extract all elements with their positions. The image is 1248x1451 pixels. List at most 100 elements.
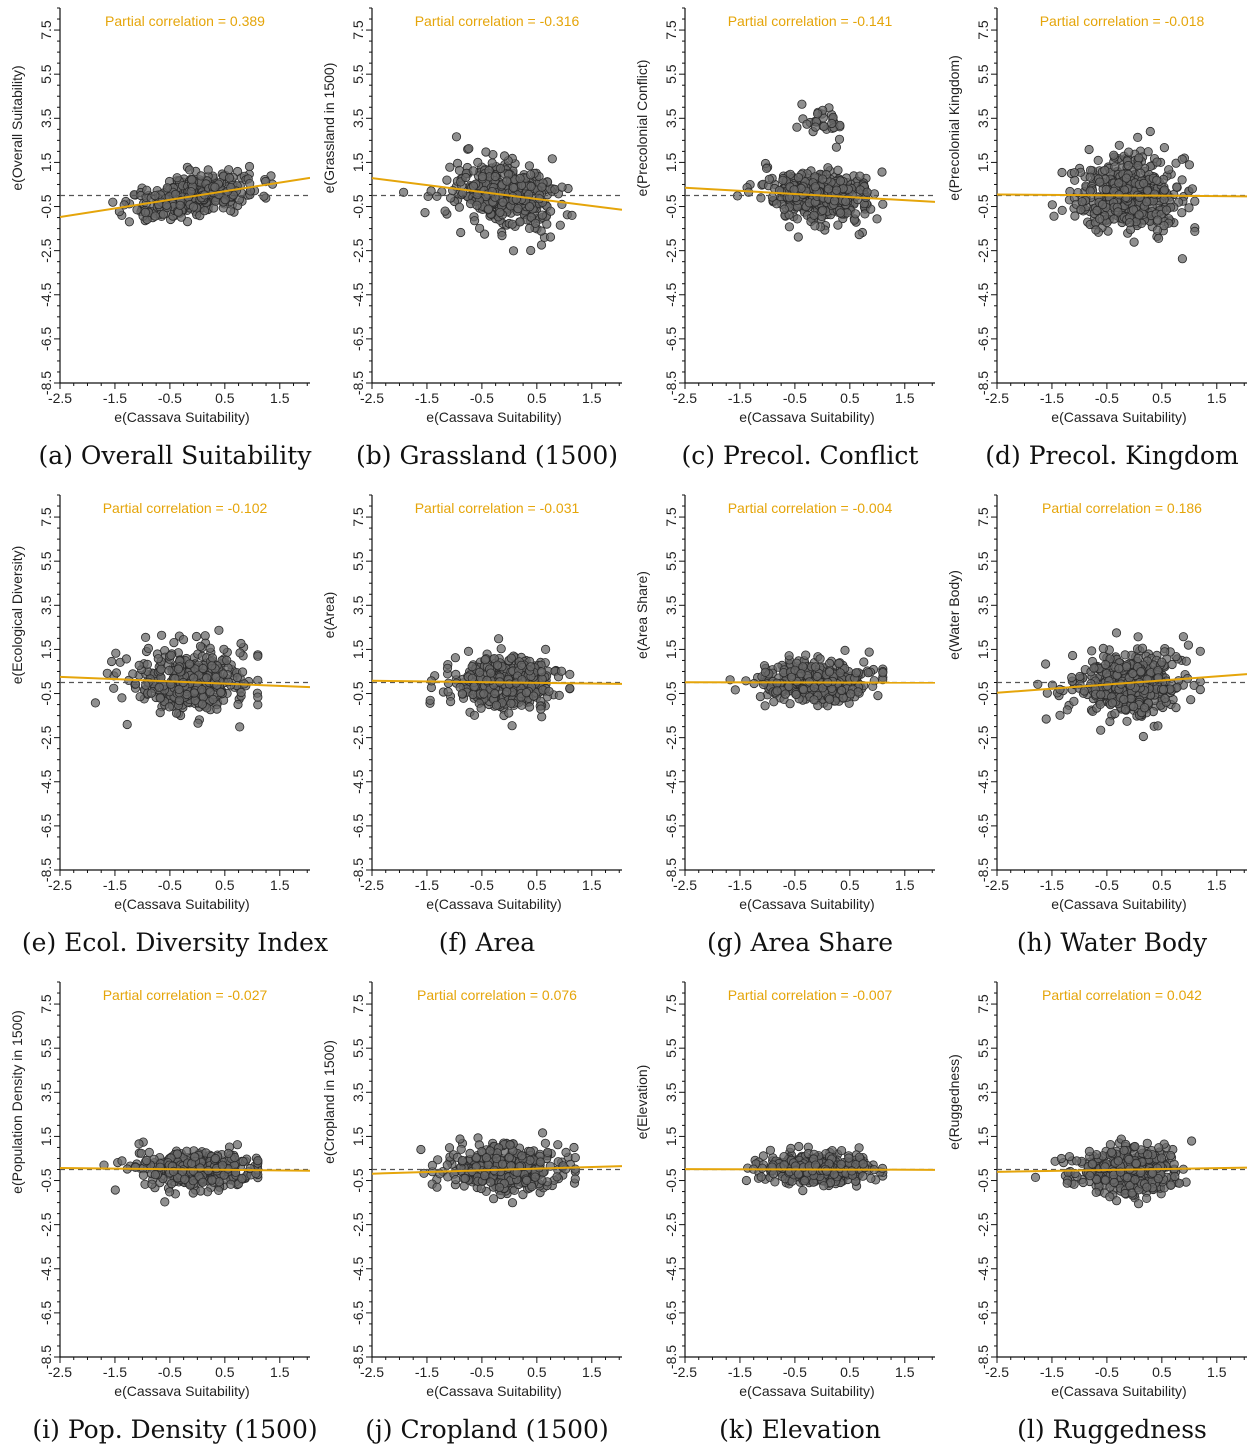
y-tick-label: -0.5 xyxy=(350,681,366,705)
data-point xyxy=(479,229,490,239)
data-point xyxy=(1142,197,1152,207)
data-point xyxy=(157,630,167,640)
data-point xyxy=(779,204,789,214)
data-point xyxy=(565,683,575,693)
data-point xyxy=(207,661,217,671)
y-tick-label: -8.5 xyxy=(663,858,679,882)
data-point xyxy=(456,1144,466,1154)
y-tick-label: -2.5 xyxy=(663,238,679,262)
data-point xyxy=(1158,684,1169,695)
points-group xyxy=(398,132,577,256)
data-point xyxy=(810,122,821,132)
y-tick-label: 3.5 xyxy=(38,1082,54,1102)
y-tick-label: 5.5 xyxy=(350,1038,366,1058)
x-tick-label: 1.5 xyxy=(895,390,915,406)
data-point xyxy=(143,643,153,654)
y-tick-label: -6.5 xyxy=(38,327,54,351)
data-point xyxy=(1057,205,1067,215)
data-point xyxy=(529,691,539,701)
data-point xyxy=(235,722,245,732)
data-point xyxy=(226,1179,236,1189)
y-tick-label: -6.5 xyxy=(38,1301,54,1325)
data-point xyxy=(1133,632,1143,642)
data-point xyxy=(537,182,547,192)
data-point xyxy=(259,191,269,201)
data-point xyxy=(513,204,523,214)
data-point xyxy=(188,1188,198,1198)
data-point xyxy=(1187,184,1198,194)
data-point xyxy=(515,173,525,183)
data-point xyxy=(244,161,255,172)
data-point xyxy=(166,650,176,660)
data-point xyxy=(798,684,809,695)
data-point xyxy=(760,701,770,711)
data-point xyxy=(1084,144,1094,155)
data-point xyxy=(457,689,467,699)
y-tick-label: 3.5 xyxy=(350,595,366,615)
data-point xyxy=(195,641,206,651)
data-point xyxy=(526,662,536,672)
y-tick-label: -8.5 xyxy=(38,858,54,882)
data-point xyxy=(171,708,182,718)
data-point xyxy=(502,687,512,697)
data-point xyxy=(565,669,575,680)
data-point xyxy=(755,691,766,702)
data-point xyxy=(1041,714,1051,724)
data-point xyxy=(1092,205,1102,216)
data-point xyxy=(451,1175,461,1185)
data-point xyxy=(182,689,192,700)
y-tick-label: -0.5 xyxy=(38,1168,54,1192)
data-point xyxy=(138,1170,148,1180)
data-point xyxy=(232,672,242,683)
data-point xyxy=(537,712,547,722)
data-point xyxy=(834,658,844,669)
y-tick-label: 7.5 xyxy=(663,20,679,40)
data-point xyxy=(1177,254,1188,264)
fit-line xyxy=(372,177,622,211)
y-tick-label: -6.5 xyxy=(350,327,366,351)
data-point xyxy=(784,651,794,661)
data-point xyxy=(1160,647,1170,657)
x-tick-label: 1.5 xyxy=(582,390,602,406)
data-point xyxy=(174,695,184,706)
x-tick-label: -2.5 xyxy=(48,390,72,406)
data-point xyxy=(835,176,846,186)
data-point xyxy=(570,1174,580,1184)
data-point xyxy=(812,109,823,119)
y-tick-label: -8.5 xyxy=(975,371,991,395)
data-point xyxy=(545,206,556,216)
data-point xyxy=(124,217,134,227)
y-tick-label: -4.5 xyxy=(975,282,991,306)
data-point xyxy=(198,1177,208,1187)
data-point xyxy=(521,687,532,698)
data-point xyxy=(427,1160,437,1171)
x-tick-label: -1.5 xyxy=(415,877,439,893)
data-point xyxy=(476,703,486,713)
data-point xyxy=(827,118,837,129)
data-point xyxy=(769,697,779,707)
data-point xyxy=(455,1134,465,1144)
x-tick-label: 0.5 xyxy=(527,877,547,893)
data-point xyxy=(253,692,263,702)
data-point xyxy=(479,689,489,699)
data-point xyxy=(1093,155,1103,165)
y-tick-label: -6.5 xyxy=(350,1301,366,1325)
partial-correlation-label: Partial correlation = 0.389 xyxy=(105,13,265,29)
data-point xyxy=(140,207,150,217)
data-point xyxy=(1096,689,1106,700)
data-point xyxy=(480,654,490,665)
partial-correlation-label: Partial correlation = -0.316 xyxy=(415,13,580,29)
y-tick-label: 5.5 xyxy=(975,551,991,571)
data-point xyxy=(1138,731,1149,742)
x-tick-label: 0.5 xyxy=(215,877,235,893)
data-point xyxy=(836,685,847,696)
data-point xyxy=(238,667,248,677)
x-tick-label: -2.5 xyxy=(360,1364,384,1380)
data-point xyxy=(824,694,835,704)
data-point xyxy=(1128,668,1138,679)
data-point xyxy=(1098,200,1108,210)
data-point xyxy=(218,669,228,679)
data-point xyxy=(840,645,850,656)
data-point xyxy=(173,664,183,674)
data-point xyxy=(498,197,508,207)
